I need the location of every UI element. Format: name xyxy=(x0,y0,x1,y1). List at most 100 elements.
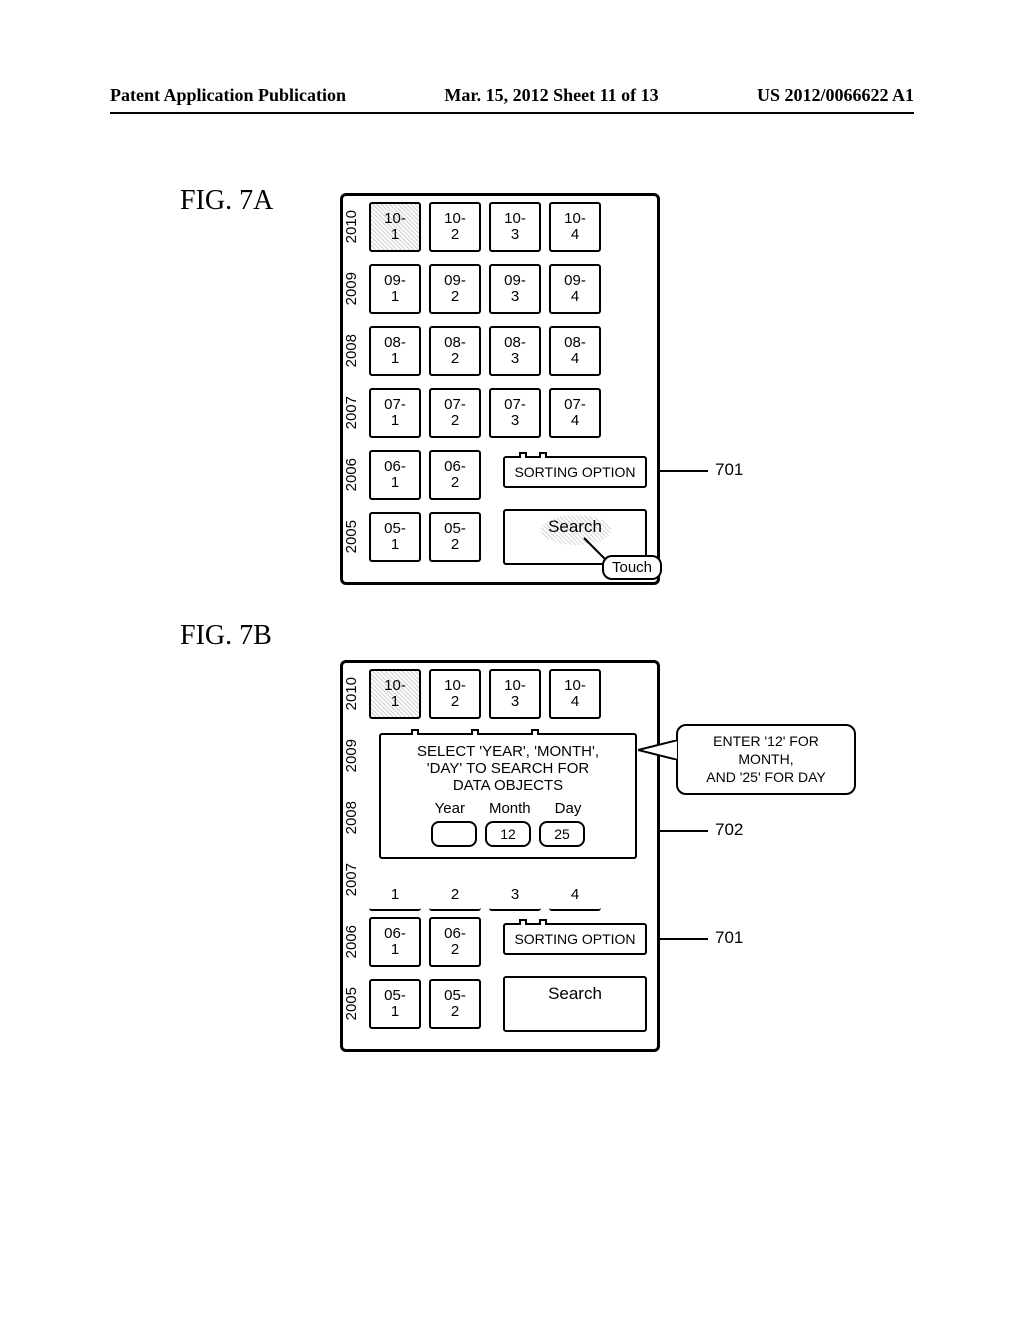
cell-text: 10- xyxy=(444,678,466,695)
grid-cell[interactable]: 06-2 xyxy=(429,450,481,500)
dialog-text-1: SELECT 'YEAR', 'MONTH', xyxy=(387,743,629,760)
grid-cell[interactable]: 10-4 xyxy=(549,202,601,252)
grid-cell[interactable]: 08-4 xyxy=(549,326,601,376)
grid-cell-partial: 1 xyxy=(369,881,421,911)
year-label: 2008 xyxy=(343,330,365,371)
touch-label: Touch xyxy=(602,555,662,580)
search-label: Search xyxy=(548,984,602,1004)
grid-cell[interactable]: 07-4 xyxy=(549,388,601,438)
cell-text: 1 xyxy=(391,694,399,711)
grid-cell-partial: 3 xyxy=(489,881,541,911)
device-7b: 201010-110-210-310-420092008200712342006… xyxy=(340,660,660,1052)
cell-text: 2 xyxy=(451,351,459,368)
cell-text: 4 xyxy=(571,694,579,711)
grid-cell[interactable]: 09-3 xyxy=(489,264,541,314)
cell-text: 2 xyxy=(451,942,459,959)
search-button-7b[interactable]: Search xyxy=(503,976,647,1032)
grid-cell[interactable]: 08-2 xyxy=(429,326,481,376)
grid-cell[interactable]: 05-1 xyxy=(369,979,421,1029)
cell-text: 05- xyxy=(384,521,406,538)
cell-text: 07- xyxy=(504,397,526,414)
grid-cell[interactable]: 10-3 xyxy=(489,669,541,719)
grid-cell[interactable]: 07-3 xyxy=(489,388,541,438)
cell-text: 10- xyxy=(504,678,526,695)
grid-row: 200707-107-207-307-4 xyxy=(343,382,657,444)
grid-cell[interactable]: 09-1 xyxy=(369,264,421,314)
grid-cell[interactable]: 07-2 xyxy=(429,388,481,438)
grid-cell[interactable]: 08-1 xyxy=(369,326,421,376)
note-box: ENTER '12' FOR MONTH, AND '25' FOR DAY xyxy=(676,724,856,795)
cell-text: 08- xyxy=(384,335,406,352)
cell-text: 1 xyxy=(391,227,399,244)
cell-text: 10- xyxy=(384,211,406,228)
year-label: 2009 xyxy=(343,268,365,309)
dialog-text-3: DATA OBJECTS xyxy=(387,777,629,794)
cell-text: 10- xyxy=(444,211,466,228)
header-rule xyxy=(110,112,914,114)
grid-cell[interactable]: 10-4 xyxy=(549,669,601,719)
grid-cell[interactable]: 06-2 xyxy=(429,917,481,967)
figure-label-7a: FIG. 7A xyxy=(180,185,273,217)
note-line2: AND '25' FOR DAY xyxy=(706,769,825,785)
panel-tab-icon xyxy=(411,729,419,735)
month-input[interactable]: 12 xyxy=(485,821,531,847)
sorting-option-panel-7a[interactable]: SORTING OPTION xyxy=(503,456,647,488)
year-label: 2007 xyxy=(343,859,365,900)
dialog-month-label: Month xyxy=(489,800,531,817)
grid-cell[interactable]: 08-3 xyxy=(489,326,541,376)
cell-text: 05- xyxy=(444,521,466,538)
cell-text: 1 xyxy=(391,475,399,492)
grid-row: 200808-108-208-308-4 xyxy=(343,320,657,382)
cell-text: 2 xyxy=(451,1004,459,1021)
grid-cell[interactable]: 10-2 xyxy=(429,202,481,252)
sorting-option-label: SORTING OPTION xyxy=(514,931,635,947)
cell-text: 3 xyxy=(511,227,519,244)
cell-text: 2 xyxy=(451,227,459,244)
callout-701-7b: 701 xyxy=(715,928,743,948)
cell-text: 4 xyxy=(571,289,579,306)
figure-label-7b: FIG. 7B xyxy=(180,620,272,652)
cell-text: 08- xyxy=(444,335,466,352)
grid-cell[interactable]: 07-1 xyxy=(369,388,421,438)
cell-text: 07- xyxy=(384,397,406,414)
grid-cell[interactable]: 06-1 xyxy=(369,450,421,500)
year-label: 2010 xyxy=(343,673,365,714)
grid-cell[interactable]: 05-2 xyxy=(429,979,481,1029)
leader-line xyxy=(660,470,708,472)
panel-tab-icon xyxy=(519,452,527,458)
cell-text: 1 xyxy=(391,289,399,306)
note-line1: ENTER '12' FOR MONTH, xyxy=(713,733,819,767)
sorting-option-panel-7b[interactable]: SORTING OPTION xyxy=(503,923,647,955)
header-left: Patent Application Publication xyxy=(110,85,346,106)
grid-cell[interactable]: 06-1 xyxy=(369,917,421,967)
grid-cell[interactable]: 10-1 xyxy=(369,202,421,252)
grid-cell[interactable]: 05-2 xyxy=(429,512,481,562)
year-input[interactable] xyxy=(431,821,477,847)
cell-text: 3 xyxy=(511,289,519,306)
grid-cell-partial: 2 xyxy=(429,881,481,911)
cell-text: 07- xyxy=(444,397,466,414)
cell-text: 1 xyxy=(391,351,399,368)
device-7a: 201010-110-210-310-4200909-109-209-309-4… xyxy=(340,193,660,585)
cell-text: 2 xyxy=(451,694,459,711)
grid-cell[interactable]: 09-4 xyxy=(549,264,601,314)
grid-cell[interactable]: 10-2 xyxy=(429,669,481,719)
grid-row: 200909-109-209-309-4 xyxy=(343,258,657,320)
search-dialog: SELECT 'YEAR', 'MONTH', 'DAY' TO SEARCH … xyxy=(379,733,637,859)
grid-cell-partial: 4 xyxy=(549,881,601,911)
cell-text: 4 xyxy=(571,413,579,430)
grid-cell[interactable]: 05-1 xyxy=(369,512,421,562)
year-label: 2005 xyxy=(343,983,365,1024)
grid-cell[interactable]: 09-2 xyxy=(429,264,481,314)
day-input[interactable]: 25 xyxy=(539,821,585,847)
touch-pointer-icon xyxy=(580,534,610,564)
cell-text: 1 xyxy=(391,1004,399,1021)
cell-text: 2 xyxy=(451,537,459,554)
cell-text: 3 xyxy=(511,351,519,368)
grid-cell[interactable]: 10-1 xyxy=(369,669,421,719)
cell-text: 05- xyxy=(384,988,406,1005)
grid-cell[interactable]: 10-3 xyxy=(489,202,541,252)
year-label: 2008 xyxy=(343,797,365,838)
panel-tab-icon xyxy=(519,919,527,925)
cell-text: 2 xyxy=(451,475,459,492)
